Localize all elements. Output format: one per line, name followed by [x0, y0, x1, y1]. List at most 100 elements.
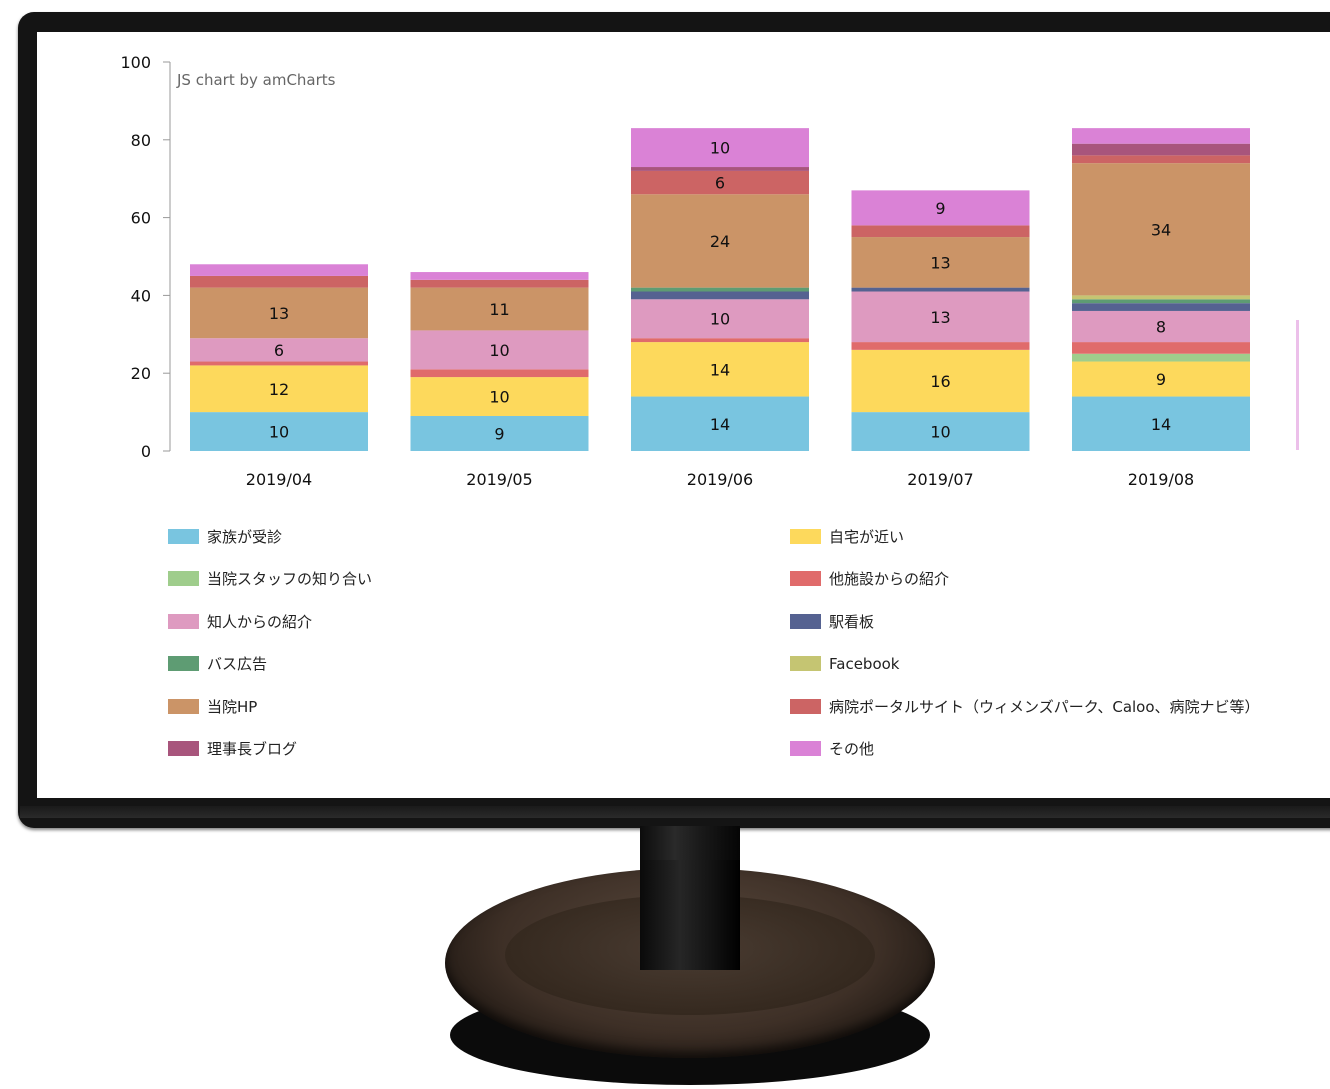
bar-segment[interactable] — [410, 330, 589, 370]
legend-label: 自宅が近い — [829, 527, 905, 546]
bar-segment[interactable] — [1072, 155, 1250, 164]
bar-segment[interactable] — [1072, 310, 1250, 343]
legend-swatch — [790, 528, 821, 544]
bar-segment[interactable] — [851, 291, 1030, 343]
x-tick-label: 2019/08 — [1128, 470, 1194, 489]
data-label: 9 — [1156, 370, 1166, 389]
legend-swatch — [790, 698, 821, 714]
legend-item[interactable]: バス広告 — [168, 654, 267, 674]
bar-segment[interactable] — [631, 128, 809, 168]
y-tick-label: 100 — [120, 53, 151, 72]
y-tick-label: 80 — [131, 131, 151, 150]
bar-segment[interactable] — [631, 338, 809, 343]
data-label: 10 — [710, 139, 730, 158]
monitor-screen: 0 20 40 60 80 100 10 12 6 13 9 10 10 11 14 14 10 24 6 10 10… — [37, 32, 1330, 798]
data-label: 16 — [930, 372, 950, 391]
bar-segment[interactable] — [1072, 143, 1250, 156]
legend-item[interactable]: 駅看板 — [790, 611, 874, 631]
legend-label: その他 — [829, 740, 875, 758]
x-tick-label: 2019/05 — [466, 470, 532, 489]
legend-swatch — [168, 571, 199, 586]
bar-segment[interactable] — [631, 342, 809, 397]
partial-bar-edge — [1296, 320, 1299, 450]
bar-segment[interactable] — [410, 279, 589, 288]
data-label: 14 — [710, 360, 730, 379]
bar-segment[interactable] — [851, 190, 1030, 226]
legend-label: 駅看板 — [829, 612, 875, 631]
legend-swatch — [168, 741, 199, 756]
bar-segment[interactable] — [631, 287, 809, 292]
legend-item[interactable]: 他施設からの紹介 — [790, 569, 949, 589]
legend-item[interactable]: 病院ポータルサイト（ウィメンズパーク、Caloo、病院ナビ等） — [790, 696, 1260, 716]
bar-segment[interactable] — [190, 365, 368, 413]
bar-segment[interactable] — [190, 264, 368, 276]
legend-label: 知人からの紹介 — [207, 612, 313, 631]
legend-item[interactable]: 当院HP — [168, 696, 257, 716]
x-tick-label: 2019/04 — [246, 470, 312, 489]
bar-segment[interactable] — [631, 291, 809, 300]
bar-segment[interactable] — [1072, 128, 1250, 144]
bar-segment[interactable] — [631, 396, 809, 451]
bar-segment[interactable] — [410, 415, 589, 451]
data-label: 8 — [1156, 318, 1166, 337]
legend-label: バス広告 — [207, 655, 268, 673]
bar-segment[interactable] — [851, 349, 1030, 413]
bar-segment[interactable] — [190, 287, 368, 339]
data-label: 13 — [930, 253, 950, 272]
bar-segment[interactable] — [410, 287, 589, 331]
legend-item[interactable]: 当院スタッフの知り合い — [168, 569, 372, 589]
bar-segment[interactable] — [1072, 295, 1250, 300]
legend-item[interactable]: 理事長ブログ — [168, 739, 297, 759]
bar-segment[interactable] — [851, 237, 1030, 288]
legend-item[interactable]: その他 — [790, 739, 874, 759]
legend-swatch — [790, 571, 821, 586]
bar-segment[interactable] — [1072, 303, 1250, 311]
bar-segment[interactable] — [631, 170, 809, 195]
data-label: 24 — [710, 232, 730, 251]
legend-label: 他施設からの紹介 — [829, 570, 950, 588]
bar-segment[interactable] — [631, 167, 809, 171]
bar-segment[interactable] — [410, 377, 589, 416]
bar-segment[interactable] — [190, 412, 368, 451]
legend-item[interactable]: 家族が受診 — [168, 526, 282, 546]
bar-segment[interactable] — [631, 194, 809, 288]
bar-segment[interactable] — [1072, 299, 1250, 304]
legend-swatch — [790, 656, 821, 671]
bar-segment[interactable] — [190, 338, 368, 362]
bar-segment[interactable] — [1072, 342, 1250, 354]
bar-segment[interactable] — [410, 369, 589, 378]
monitor-stand-neck-front — [640, 860, 740, 970]
bar-segment[interactable] — [190, 361, 368, 366]
data-label: 34 — [1151, 220, 1171, 239]
y-tick-label: 60 — [131, 209, 151, 228]
bar-segment[interactable] — [1072, 396, 1250, 451]
legend-item[interactable]: Facebook — [790, 654, 899, 674]
bar-segment[interactable] — [851, 342, 1030, 350]
bar-segment[interactable] — [190, 275, 368, 288]
bar-segment[interactable] — [851, 225, 1030, 238]
legend-swatch — [168, 656, 199, 671]
legend-label: 当院HP — [207, 697, 258, 716]
chart-credit[interactable]: JS chart by amCharts — [176, 71, 336, 89]
y-tick-label: 40 — [131, 286, 151, 305]
data-label: 13 — [269, 304, 289, 323]
data-label: 10 — [930, 423, 950, 442]
data-label: 10 — [269, 423, 289, 442]
data-label: 10 — [489, 341, 509, 360]
bar-segment[interactable] — [851, 287, 1030, 292]
legend-item[interactable]: 自宅が近い — [790, 526, 904, 546]
legend-label: 病院ポータルサイト（ウィメンズパーク、Caloo、病院ナビ等） — [829, 697, 1260, 716]
bar-segment[interactable] — [1072, 353, 1250, 362]
data-label: 9 — [494, 424, 504, 443]
legend-item[interactable]: 知人からの紹介 — [168, 611, 312, 631]
legend-swatch — [168, 613, 199, 629]
legend-label: 当院スタッフの知り合い — [207, 570, 373, 588]
data-label: 10 — [489, 388, 509, 407]
y-tick-label: 20 — [131, 364, 151, 383]
bar-segment[interactable] — [631, 299, 809, 339]
data-label: 14 — [1151, 415, 1171, 434]
bar-segment[interactable] — [1072, 163, 1250, 296]
bar-segment[interactable] — [1072, 361, 1250, 397]
bar-segment[interactable] — [410, 272, 589, 280]
bar-segment[interactable] — [851, 412, 1030, 451]
